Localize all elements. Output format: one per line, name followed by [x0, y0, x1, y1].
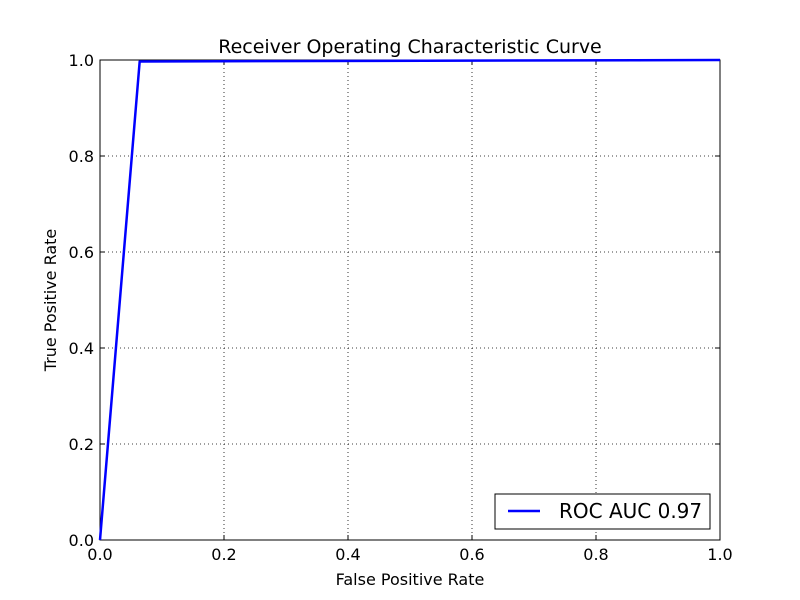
legend-label-roc: ROC AUC 0.97 — [559, 499, 702, 523]
x-tick-label: 0.0 — [87, 545, 112, 564]
x-tick-label: 1.0 — [707, 545, 732, 564]
legend-box — [494, 493, 711, 530]
axis-ticks: 0.0 0.2 0.4 0.6 0.8 1.0 0.0 0.2 0.4 0.6 0.8 1.0 — [69, 51, 733, 564]
chart-title: Receiver Operating Characteristic Curve — [218, 36, 602, 58]
x-tick-label: 0.8 — [583, 545, 608, 564]
x-tick-label: 0.6 — [459, 545, 484, 564]
y-tick-label: 0.4 — [69, 339, 94, 358]
y-tick-label: 0.2 — [69, 435, 94, 454]
grid — [99, 59, 721, 541]
legend: ROC AUC 0.97 — [494, 493, 711, 530]
y-axis-label: True Positive Rate — [41, 229, 60, 373]
series-layer — [98, 58, 721, 541]
y-tick-label: 0.0 — [69, 531, 94, 550]
x-tick-label: 0.2 — [211, 545, 236, 564]
plot-frame — [99, 59, 721, 541]
x-axis-label: False Positive Rate — [336, 570, 485, 589]
y-tick-label: 0.6 — [69, 243, 94, 262]
series-line-roc — [98, 58, 721, 541]
y-tick-label: 1.0 — [69, 51, 94, 70]
y-tick-label: 0.8 — [69, 147, 94, 166]
x-tick-label: 0.4 — [335, 545, 360, 564]
